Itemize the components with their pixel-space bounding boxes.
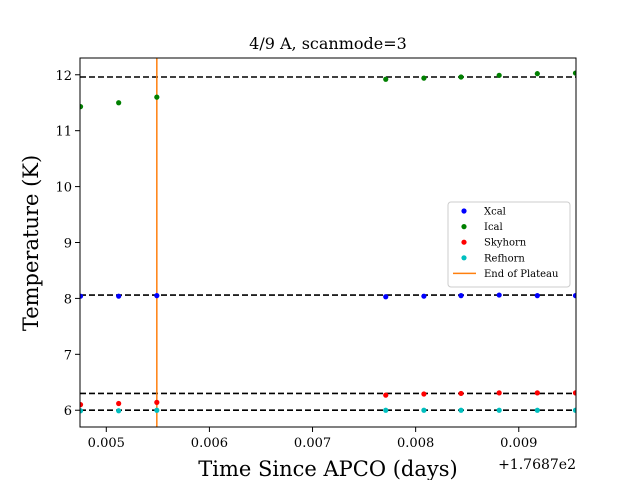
legend-label-3: Refhorn bbox=[484, 253, 525, 264]
legend-label-4: End of Plateau bbox=[484, 269, 559, 280]
y-tick-label-6: 12 bbox=[55, 69, 72, 84]
point-skyhorn-2 bbox=[154, 399, 160, 405]
point-ical-2 bbox=[154, 94, 160, 100]
plot-inner bbox=[80, 58, 576, 427]
point-xcal-8 bbox=[572, 293, 576, 299]
point-refhorn-0 bbox=[80, 408, 84, 414]
axes: 0.005 0.006 0.007 0.008 0.009 6 7 8 9 10 11 12 bbox=[55, 57, 577, 451]
plot-area bbox=[80, 58, 576, 427]
point-refhorn-8 bbox=[572, 407, 576, 413]
point-refhorn-4 bbox=[421, 407, 427, 413]
x-axis-label: Time Since APCO (days) bbox=[198, 457, 457, 480]
legend-marker-3 bbox=[461, 255, 467, 261]
point-ical-1 bbox=[116, 100, 122, 106]
legend-marker-2 bbox=[461, 239, 467, 245]
legend-label-0: Xcal bbox=[484, 207, 506, 218]
point-refhorn-1 bbox=[116, 408, 122, 414]
point-refhorn-5 bbox=[458, 407, 464, 413]
y-tick-label-4: 10 bbox=[55, 181, 72, 196]
point-xcal-1 bbox=[116, 293, 122, 299]
point-ical-4 bbox=[421, 75, 427, 81]
y-tick-label-2: 8 bbox=[64, 292, 72, 307]
point-ical-8 bbox=[572, 70, 576, 76]
point-skyhorn-3 bbox=[383, 392, 389, 398]
point-skyhorn-7 bbox=[534, 390, 540, 396]
y-axis-label: Temperature (K) bbox=[19, 155, 43, 331]
point-skyhorn-6 bbox=[496, 390, 502, 396]
point-ical-6 bbox=[496, 72, 502, 78]
x-tick-label-1: 0.006 bbox=[191, 436, 228, 451]
x-tick-label-3: 0.008 bbox=[397, 436, 434, 451]
point-xcal-5 bbox=[458, 293, 464, 299]
point-refhorn-2 bbox=[154, 407, 160, 413]
point-ical-5 bbox=[458, 74, 464, 80]
point-xcal-4 bbox=[421, 293, 427, 299]
point-xcal-2 bbox=[154, 293, 160, 299]
y-tick-label-3: 9 bbox=[64, 237, 72, 252]
point-ical-0 bbox=[80, 104, 84, 110]
y-tick-label-5: 11 bbox=[55, 125, 72, 140]
point-ical-3 bbox=[383, 76, 389, 82]
point-ical-7 bbox=[534, 71, 540, 77]
point-refhorn-7 bbox=[534, 407, 540, 413]
point-skyhorn-4 bbox=[421, 391, 427, 397]
point-skyhorn-8 bbox=[572, 390, 576, 396]
chart-title: 4/9 A, scanmode=3 bbox=[249, 34, 407, 53]
legend-label-2: Skyhorn bbox=[484, 238, 527, 249]
y-tick-label-0: 6 bbox=[64, 404, 72, 419]
point-xcal-3 bbox=[383, 294, 389, 300]
point-xcal-7 bbox=[534, 293, 540, 299]
point-xcal-6 bbox=[496, 292, 502, 298]
legend-marker-0 bbox=[461, 208, 467, 214]
x-tick-label-0: 0.005 bbox=[88, 436, 125, 451]
x-tick-label-4: 0.009 bbox=[500, 436, 537, 451]
legend: Xcal Ical Skyhorn Refhorn End of Plateau bbox=[447, 201, 571, 288]
legend-marker-1 bbox=[461, 224, 467, 230]
y-tick-label-1: 7 bbox=[64, 348, 72, 363]
point-skyhorn-0 bbox=[80, 402, 84, 408]
point-skyhorn-5 bbox=[458, 390, 464, 397]
point-refhorn-6 bbox=[496, 407, 502, 413]
point-refhorn-3 bbox=[383, 407, 389, 413]
x-tick-label-2: 0.007 bbox=[294, 436, 331, 451]
x-axis-offset-label: +1.7687e2 bbox=[498, 457, 576, 473]
point-skyhorn-1 bbox=[116, 400, 122, 407]
legend-box bbox=[447, 201, 571, 288]
legend-label-1: Ical bbox=[484, 222, 503, 233]
point-xcal-0 bbox=[80, 293, 84, 299]
